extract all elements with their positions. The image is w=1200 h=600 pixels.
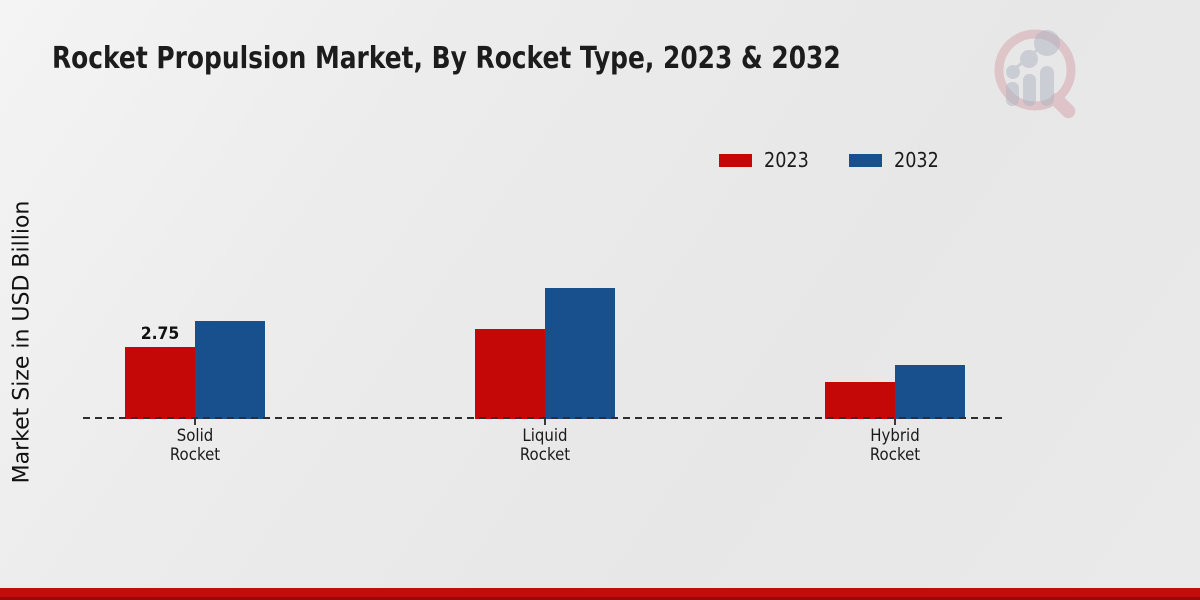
legend-item-2023: 2023 — [719, 148, 815, 172]
legend-label-2032: 2032 — [893, 148, 939, 172]
chart-title: Rocket Propulsion Market, By Rocket Type… — [52, 41, 841, 76]
legend-swatch-2023-icon — [719, 153, 752, 167]
x-axis-tick-hybrid-rocket — [894, 419, 896, 425]
footer-red-bar — [0, 588, 1200, 600]
bar-2023-solid-rocket — [125, 347, 195, 419]
bar-value-label: 2.75 — [140, 324, 180, 344]
legend-item-2032: 2032 — [848, 148, 945, 172]
bar-2032-hybrid-rocket — [895, 365, 965, 419]
legend-swatch-2032-icon — [848, 153, 882, 167]
category-label-hybrid-rocket: Hybrid Rocket — [869, 426, 921, 465]
x-axis-dashed-line — [83, 417, 1007, 419]
bar-2023-hybrid-rocket — [825, 382, 895, 419]
bar-2023-liquid-rocket — [475, 329, 545, 419]
legend: 2023 2032 — [719, 148, 945, 172]
x-axis-tick-liquid-rocket — [544, 419, 546, 425]
bar-2032-solid-rocket — [195, 321, 265, 419]
magnifier-bar-chart-watermark-icon — [994, 29, 1076, 119]
category-label-solid-rocket: Solid Rocket — [169, 426, 221, 465]
category-label-liquid-rocket: Liquid Rocket — [519, 426, 571, 465]
legend-label-2023: 2023 — [764, 148, 809, 172]
x-axis-tick-solid-rocket — [194, 419, 196, 425]
bar-2032-liquid-rocket — [545, 288, 615, 419]
